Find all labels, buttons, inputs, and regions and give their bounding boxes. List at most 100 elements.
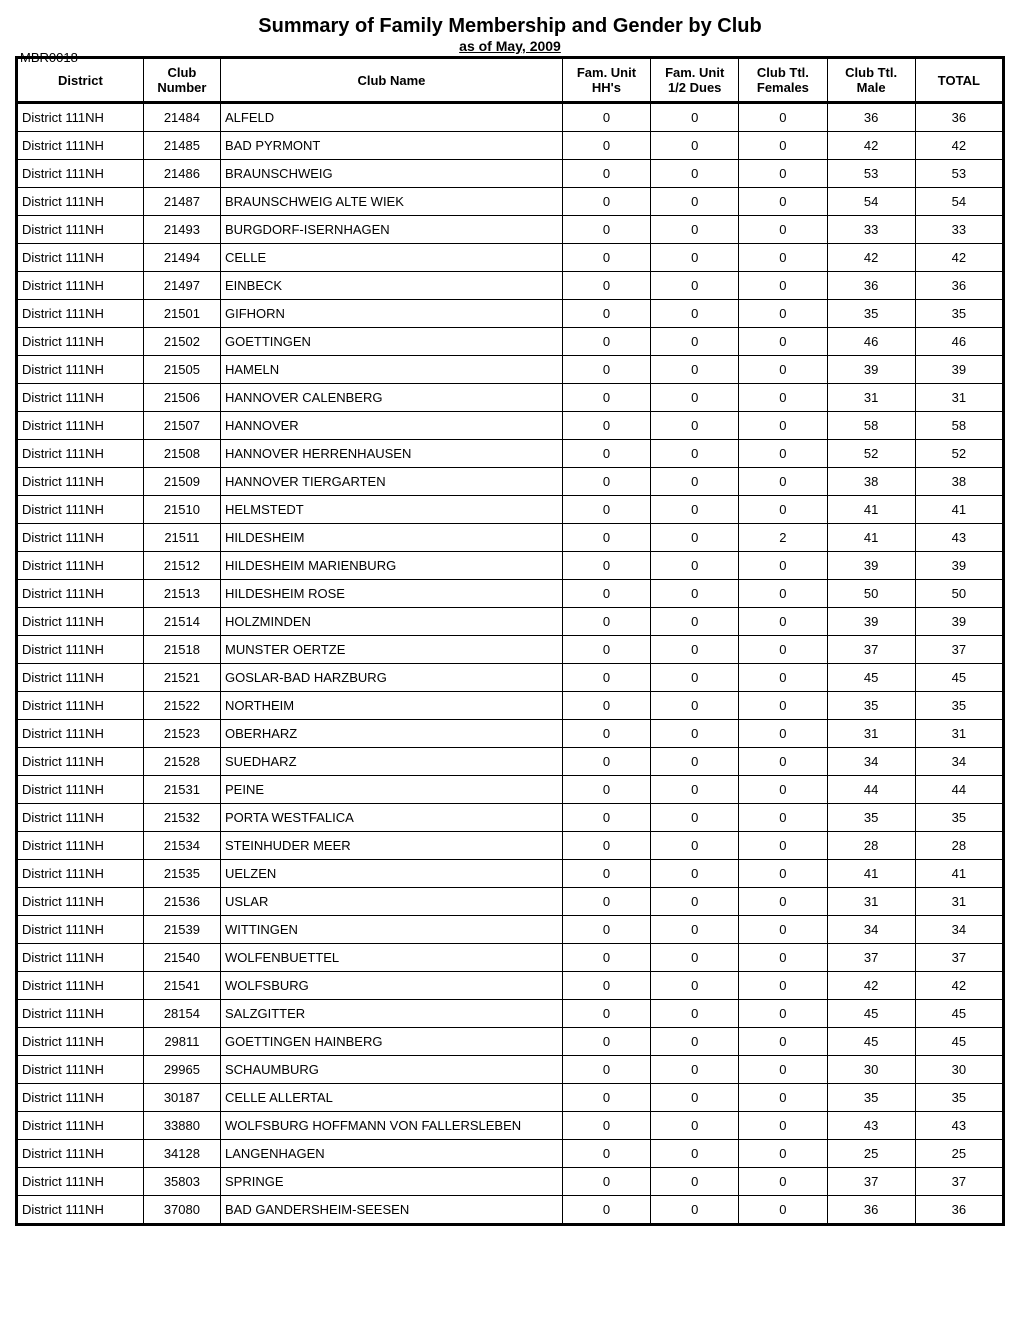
cell-fam-unit-hh: 0 bbox=[562, 524, 650, 552]
header-fam-unit-hh: Fam. Unit HH's bbox=[562, 58, 650, 103]
cell-club-number: 21505 bbox=[143, 356, 220, 384]
cell-district: District 111NH bbox=[17, 440, 144, 468]
cell-club-number: 21509 bbox=[143, 468, 220, 496]
cell-club-name: WOLFSBURG HOFFMANN VON FALLERSLEBEN bbox=[221, 1112, 563, 1140]
cell-total: 34 bbox=[915, 748, 1003, 776]
cell-total: 25 bbox=[915, 1140, 1003, 1168]
cell-fam-unit-hh: 0 bbox=[562, 608, 650, 636]
cell-fam-unit-hh: 0 bbox=[562, 1168, 650, 1196]
cell-total: 43 bbox=[915, 1112, 1003, 1140]
table-row: District 111NH21532PORTA WESTFALICA00035… bbox=[17, 804, 1004, 832]
cell-club-number: 21536 bbox=[143, 888, 220, 916]
cell-club-females: 0 bbox=[739, 1196, 827, 1225]
cell-club-name: CELLE bbox=[221, 244, 563, 272]
cell-club-male: 54 bbox=[827, 188, 915, 216]
cell-district: District 111NH bbox=[17, 720, 144, 748]
cell-club-name: SCHAUMBURG bbox=[221, 1056, 563, 1084]
cell-club-male: 37 bbox=[827, 1168, 915, 1196]
cell-club-name: WITTINGEN bbox=[221, 916, 563, 944]
cell-club-number: 21508 bbox=[143, 440, 220, 468]
cell-fam-unit-half: 0 bbox=[651, 580, 739, 608]
cell-club-name: GOSLAR-BAD HARZBURG bbox=[221, 664, 563, 692]
cell-total: 42 bbox=[915, 244, 1003, 272]
cell-club-females: 0 bbox=[739, 216, 827, 244]
cell-district: District 111NH bbox=[17, 608, 144, 636]
cell-fam-unit-hh: 0 bbox=[562, 188, 650, 216]
header-club-name: Club Name bbox=[221, 58, 563, 103]
cell-club-females: 0 bbox=[739, 720, 827, 748]
cell-club-name: HANNOVER TIERGARTEN bbox=[221, 468, 563, 496]
cell-total: 42 bbox=[915, 972, 1003, 1000]
cell-fam-unit-half: 0 bbox=[651, 664, 739, 692]
table-row: District 111NH21509HANNOVER TIERGARTEN00… bbox=[17, 468, 1004, 496]
cell-club-name: SPRINGE bbox=[221, 1168, 563, 1196]
cell-club-name: HELMSTEDT bbox=[221, 496, 563, 524]
cell-district: District 111NH bbox=[17, 384, 144, 412]
cell-fam-unit-half: 0 bbox=[651, 412, 739, 440]
cell-club-females: 0 bbox=[739, 552, 827, 580]
cell-club-number: 21541 bbox=[143, 972, 220, 1000]
cell-club-number: 21522 bbox=[143, 692, 220, 720]
cell-total: 53 bbox=[915, 160, 1003, 188]
table-row: District 111NH21511HILDESHEIM0024143 bbox=[17, 524, 1004, 552]
cell-club-name: BAD PYRMONT bbox=[221, 132, 563, 160]
cell-fam-unit-hh: 0 bbox=[562, 440, 650, 468]
cell-club-females: 0 bbox=[739, 188, 827, 216]
cell-fam-unit-half: 0 bbox=[651, 216, 739, 244]
header-club-females: Club Ttl. Females bbox=[739, 58, 827, 103]
cell-total: 50 bbox=[915, 580, 1003, 608]
table-row: District 111NH21497EINBECK0003636 bbox=[17, 272, 1004, 300]
cell-club-male: 42 bbox=[827, 132, 915, 160]
cell-total: 31 bbox=[915, 888, 1003, 916]
cell-club-females: 0 bbox=[739, 692, 827, 720]
cell-total: 45 bbox=[915, 1000, 1003, 1028]
table-row: District 111NH21522NORTHEIM0003535 bbox=[17, 692, 1004, 720]
table-row: District 111NH21507HANNOVER0005858 bbox=[17, 412, 1004, 440]
table-row: District 111NH21501GIFHORN0003535 bbox=[17, 300, 1004, 328]
cell-club-females: 0 bbox=[739, 468, 827, 496]
cell-fam-unit-hh: 0 bbox=[562, 748, 650, 776]
cell-club-name: BRAUNSCHWEIG bbox=[221, 160, 563, 188]
cell-fam-unit-half: 0 bbox=[651, 552, 739, 580]
cell-club-male: 33 bbox=[827, 216, 915, 244]
cell-total: 35 bbox=[915, 1084, 1003, 1112]
cell-fam-unit-hh: 0 bbox=[562, 552, 650, 580]
cell-district: District 111NH bbox=[17, 888, 144, 916]
cell-club-number: 21531 bbox=[143, 776, 220, 804]
cell-district: District 111NH bbox=[17, 160, 144, 188]
cell-club-name: GIFHORN bbox=[221, 300, 563, 328]
cell-fam-unit-half: 0 bbox=[651, 832, 739, 860]
table-row: District 111NH21514HOLZMINDEN0003939 bbox=[17, 608, 1004, 636]
cell-club-male: 36 bbox=[827, 1196, 915, 1225]
table-row: District 111NH21518MUNSTER OERTZE0003737 bbox=[17, 636, 1004, 664]
table-row: District 111NH21539WITTINGEN0003434 bbox=[17, 916, 1004, 944]
cell-fam-unit-hh: 0 bbox=[562, 160, 650, 188]
cell-club-females: 0 bbox=[739, 1168, 827, 1196]
cell-club-number: 21487 bbox=[143, 188, 220, 216]
cell-fam-unit-hh: 0 bbox=[562, 412, 650, 440]
cell-club-male: 36 bbox=[827, 272, 915, 300]
cell-fam-unit-half: 0 bbox=[651, 804, 739, 832]
cell-district: District 111NH bbox=[17, 580, 144, 608]
cell-fam-unit-half: 0 bbox=[651, 440, 739, 468]
table-row: District 111NH21531PEINE0004444 bbox=[17, 776, 1004, 804]
table-row: District 111NH21536USLAR0003131 bbox=[17, 888, 1004, 916]
cell-club-females: 0 bbox=[739, 132, 827, 160]
cell-club-male: 30 bbox=[827, 1056, 915, 1084]
cell-club-number: 21535 bbox=[143, 860, 220, 888]
table-row: District 111NH29811GOETTINGEN HAINBERG00… bbox=[17, 1028, 1004, 1056]
cell-district: District 111NH bbox=[17, 804, 144, 832]
cell-total: 58 bbox=[915, 412, 1003, 440]
table-row: District 111NH21521GOSLAR-BAD HARZBURG00… bbox=[17, 664, 1004, 692]
cell-club-number: 29965 bbox=[143, 1056, 220, 1084]
cell-district: District 111NH bbox=[17, 300, 144, 328]
cell-fam-unit-half: 0 bbox=[651, 748, 739, 776]
cell-district: District 111NH bbox=[17, 1140, 144, 1168]
cell-club-number: 21518 bbox=[143, 636, 220, 664]
cell-total: 39 bbox=[915, 356, 1003, 384]
cell-total: 38 bbox=[915, 468, 1003, 496]
cell-club-name: EINBECK bbox=[221, 272, 563, 300]
cell-fam-unit-half: 0 bbox=[651, 916, 739, 944]
membership-table: District Club Number Club Name Fam. Unit… bbox=[15, 56, 1005, 1226]
cell-fam-unit-half: 0 bbox=[651, 1000, 739, 1028]
